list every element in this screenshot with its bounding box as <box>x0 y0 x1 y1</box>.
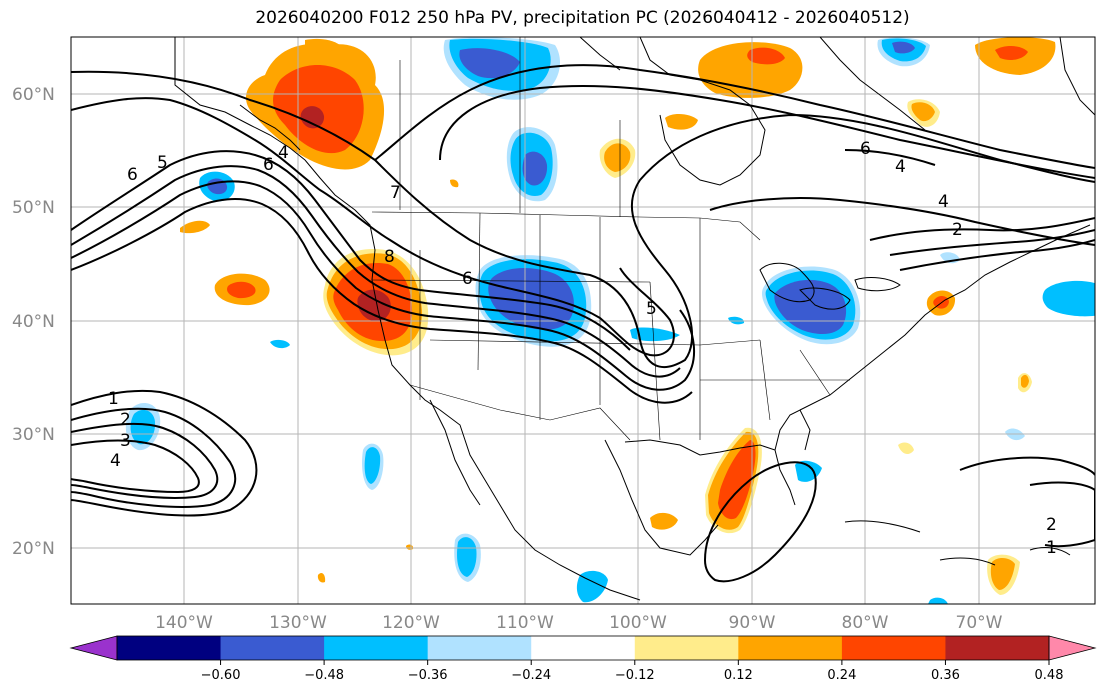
lon-label: 70°W <box>956 613 1003 633</box>
map-title: 2026040200 F012 250 hPa PV, precipitatio… <box>255 8 910 28</box>
precip-shading <box>125 37 1095 604</box>
colorbar-tick-label: 0.36 <box>931 668 960 683</box>
colorbar-cell <box>427 636 532 660</box>
colorbar-tick-label: −0.24 <box>511 668 551 683</box>
contour-label: 5 <box>157 153 168 173</box>
contour-label: 6 <box>860 139 871 159</box>
contour-label: 4 <box>278 143 289 163</box>
lat-label: 20°N <box>12 539 55 559</box>
colorbar-high-extend <box>1048 635 1097 661</box>
longitude-labels: 140°W 130°W 120°W 110°W 100°W 90°W 80°W … <box>155 613 1003 633</box>
lat-label: 60°N <box>12 85 55 105</box>
colorbar-outline <box>116 635 1050 661</box>
pv-contours <box>71 64 1095 583</box>
lon-label: 90°W <box>729 613 776 633</box>
colorbar-cell <box>324 636 429 660</box>
coastlines <box>174 37 1095 601</box>
lat-label: 30°N <box>12 425 55 445</box>
colorbar-low-extend <box>69 635 118 661</box>
contour-label: 2 <box>120 410 131 430</box>
contour-label: 5 <box>646 299 657 319</box>
lon-label: 140°W <box>155 613 213 633</box>
contour-label: 8 <box>384 247 395 267</box>
colorbar-tick-label: 0.24 <box>827 668 856 683</box>
colorbar-cell <box>220 636 325 660</box>
lat-label: 40°N <box>12 312 55 332</box>
colorbar-tick-label: 0.48 <box>1035 668 1064 683</box>
lon-label: 110°W <box>496 613 554 633</box>
colorbar-cell <box>945 636 1050 660</box>
contour-label: 3 <box>120 431 131 451</box>
colorbar: −0.60 −0.48 −0.36 −0.24 −0.12 0.12 0.24 0.36 0.4… <box>69 635 1097 683</box>
colorbar-cell <box>634 636 739 660</box>
contour-labels: 6 5 6 4 7 8 6 5 6 4 4 2 1 2 3 4 2 1 <box>108 139 1057 558</box>
colorbar-tick-label: −0.48 <box>304 668 344 683</box>
contour-label: 1 <box>108 389 119 409</box>
graticule <box>71 37 1095 604</box>
contour-label: 4 <box>110 451 121 471</box>
colorbar-cell <box>738 636 843 660</box>
lon-label: 130°W <box>269 613 327 633</box>
colorbar-tick-label: 0.12 <box>724 668 753 683</box>
contour-label: 4 <box>938 192 949 212</box>
contour-label: 6 <box>127 165 138 185</box>
lon-label: 120°W <box>382 613 440 633</box>
colorbar-tick-label: −0.12 <box>615 668 655 683</box>
lat-label: 50°N <box>12 198 55 218</box>
latitude-labels: 60°N 50°N 40°N 30°N 20°N <box>12 85 55 559</box>
colorbar-cell <box>841 636 946 660</box>
colorbar-tick-label: −0.36 <box>408 668 448 683</box>
map-frame <box>70 36 1096 605</box>
contour-label: 2 <box>952 220 963 240</box>
contour-label: 4 <box>895 157 906 177</box>
colorbar-tick-label: −0.60 <box>201 668 241 683</box>
political-borders <box>371 37 850 441</box>
contour-label: 7 <box>390 183 401 203</box>
contour-label: 1 <box>1046 538 1057 558</box>
contour-label: 6 <box>263 155 274 175</box>
contour-label: 6 <box>462 269 473 289</box>
colorbar-cell <box>531 636 636 660</box>
lon-label: 80°W <box>842 613 889 633</box>
contour-label: 2 <box>1046 515 1057 535</box>
lon-label: 100°W <box>609 613 667 633</box>
colorbar-cell <box>117 636 222 660</box>
